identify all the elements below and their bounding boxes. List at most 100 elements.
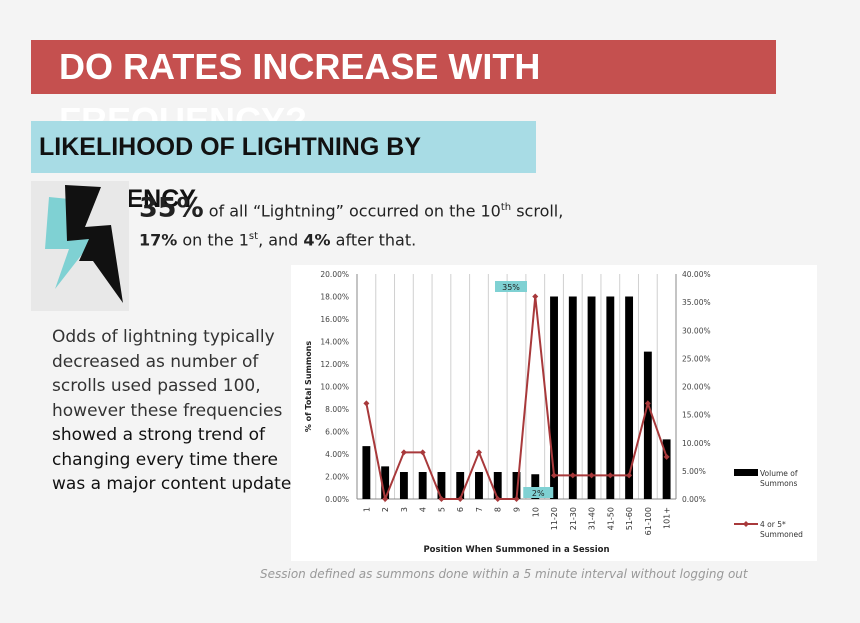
- bar: [531, 474, 540, 499]
- line-point: [551, 472, 558, 479]
- chart-panel: 0.00% 2.00% 4.00% 6.00% 8.00% 10.00% 12.00% 14.…: [291, 265, 817, 561]
- bar: [587, 296, 596, 499]
- x-tick-label: 61-100: [644, 507, 653, 535]
- odds-text-normal: Odds of lightning typically decreased as…: [52, 327, 283, 421]
- x-tick-label: 21-30: [569, 507, 578, 530]
- bar: [512, 472, 521, 499]
- y-left-tick-label: 18.00%: [320, 293, 349, 302]
- stat-line2-c: after that.: [330, 230, 417, 250]
- line-point: [363, 400, 370, 407]
- legend-bar-label: Summons: [760, 479, 797, 488]
- x-tick-label: 8: [494, 507, 503, 512]
- y-axis-title: % of Total Summons: [304, 341, 313, 433]
- line-point: [475, 449, 482, 456]
- y-left-tick-label: 12.00%: [320, 360, 349, 369]
- x-tick-label: 4: [419, 507, 428, 512]
- x-tick-label: 41-50: [606, 507, 615, 530]
- bar: [568, 296, 577, 499]
- x-tick-label: 51-60: [625, 507, 634, 530]
- annotation-35-bg: [495, 281, 527, 292]
- x-tick-label: 7: [475, 507, 484, 512]
- line-point: [419, 449, 426, 456]
- x-tick-label: 6: [456, 507, 465, 512]
- stat-summary: 35% of all “Lightning” occurred on the 1…: [139, 192, 589, 254]
- line-point: [626, 472, 633, 479]
- section-subtitle: LIKELIHOOD OF LIGHTNING BY FREQUENCY: [31, 121, 536, 213]
- stat-line-2: 17% on the 1st, and 4% after that.: [139, 224, 589, 253]
- bar: [550, 296, 558, 499]
- x-tick-label: 2: [381, 507, 390, 512]
- odds-text-emphasis: showed a strong trend of changing every …: [52, 425, 297, 494]
- x-tick-label: 1: [362, 507, 371, 512]
- x-tick-label: 11-20: [550, 507, 559, 530]
- y-right-tick-label: 40.00%: [682, 270, 711, 279]
- bar: [662, 439, 671, 499]
- x-tick-label: 10: [531, 507, 540, 517]
- line-point: [607, 472, 614, 479]
- y-right-tick-label: 15.00%: [682, 411, 711, 420]
- stat-pct-2: 4%: [303, 230, 331, 250]
- bar: [399, 472, 408, 499]
- combo-chart: 0.00%2.00%4.00%6.00%8.00%10.00%12.00%14.…: [304, 270, 803, 555]
- x-tick-label: 101+: [663, 507, 672, 529]
- legend-bar-label: Volume of: [760, 469, 798, 478]
- line-point: [382, 496, 389, 502]
- stat-pct-1: 17%: [139, 230, 178, 250]
- stat-line1-a: of all “Lightning” occurred on the 10: [203, 201, 501, 221]
- stat-line2-sup: st: [248, 231, 259, 243]
- x-axis-title: Position When Summoned in a Session: [423, 545, 609, 555]
- x-tick-label: 5: [437, 507, 446, 512]
- y-left-tick-label: 14.00%: [320, 338, 349, 347]
- y-left-tick-label: 4.00%: [325, 450, 349, 459]
- footnote: Session defined as summons done within a…: [260, 567, 748, 581]
- legend-line-label: Summoned: [760, 530, 803, 539]
- y-left-tick-label: 0.00%: [325, 495, 349, 504]
- line-point: [532, 293, 539, 300]
- bar: [493, 472, 502, 499]
- legend-bar-swatch: [734, 469, 758, 476]
- bar: [437, 472, 446, 499]
- bar: [606, 296, 615, 499]
- stat-line1-b: scroll,: [511, 201, 564, 221]
- line-point: [438, 496, 445, 502]
- y-right-tick-label: 0.00%: [682, 495, 706, 504]
- annotation-2-bg: [523, 487, 554, 498]
- stat-line2-b: , and: [258, 230, 304, 250]
- x-tick-label: 31-40: [588, 507, 597, 530]
- stat-line2-a: on the 1: [177, 230, 249, 250]
- y-left-tick-label: 6.00%: [325, 428, 349, 437]
- line-point: [569, 472, 576, 479]
- lightning-icon-box: [31, 181, 129, 311]
- bar: [475, 472, 483, 499]
- line-point: [663, 453, 670, 460]
- y-right-tick-label: 35.00%: [682, 298, 711, 307]
- x-tick-label: 9: [513, 507, 522, 512]
- odds-paragraph: Odds of lightning typically decreased as…: [52, 325, 302, 497]
- bar: [643, 351, 652, 499]
- y-right-tick-label: 30.00%: [682, 326, 711, 335]
- y-left-tick-label: 10.00%: [320, 383, 349, 392]
- line-point: [513, 496, 520, 502]
- y-left-tick-label: 16.00%: [320, 315, 349, 324]
- legend-line-label: 4 or 5*: [760, 520, 786, 529]
- legend-line-marker: [743, 521, 749, 527]
- stat-big-percent: 35%: [139, 192, 204, 224]
- lightning-icon: [45, 185, 123, 303]
- y-right-tick-label: 10.00%: [682, 439, 711, 448]
- y-right-tick-label: 5.00%: [682, 467, 706, 476]
- x-tick-label: 3: [400, 507, 409, 512]
- line-point: [494, 496, 501, 502]
- bar: [625, 296, 634, 499]
- bar: [362, 446, 371, 499]
- bar: [456, 472, 465, 499]
- line-point: [400, 449, 407, 456]
- bar: [418, 472, 427, 499]
- annotation-35: 35%: [502, 283, 520, 292]
- stat-line1-sup: th: [500, 202, 512, 213]
- y-right-tick-label: 20.00%: [682, 383, 711, 392]
- y-left-tick-label: 8.00%: [325, 405, 349, 414]
- y-left-tick-label: 2.00%: [325, 473, 349, 482]
- line-series: [365, 296, 668, 503]
- line-point: [644, 400, 651, 407]
- annotation-2: 2%: [532, 489, 545, 498]
